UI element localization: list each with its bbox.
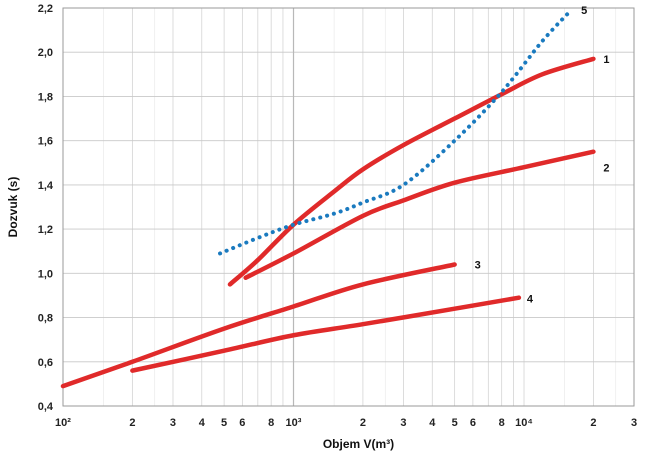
series-label-2: 2 <box>603 163 609 175</box>
y-tick-label: 1,4 <box>38 180 54 192</box>
y-tick-label: 1,6 <box>38 136 53 148</box>
x-tick-label: 8 <box>499 417 505 429</box>
x-tick-label: 2 <box>590 417 596 429</box>
x-axis-title: Objem V(m³) <box>323 437 394 451</box>
series-line-1 <box>227 56 596 287</box>
series-label-1: 1 <box>603 54 609 66</box>
x-tick-label: 10⁴ <box>515 417 533 429</box>
x-tick-label: 10³ <box>286 417 302 429</box>
y-tick-label: 2,0 <box>38 47 53 59</box>
x-tick-label: 8 <box>268 417 274 429</box>
y-tick-label: 2,2 <box>38 3 53 15</box>
x-tick-labels: 10² 2 3 4 5 6 8 10³ 2 3 4 5 6 8 10⁴ 2 3 <box>55 417 637 429</box>
x-tick-label: 5 <box>221 417 227 429</box>
x-tick-label: 3 <box>631 417 637 429</box>
y-tick-label: 1,0 <box>38 268 53 280</box>
minor-gridlines <box>62 8 635 406</box>
plot-frame <box>62 7 635 407</box>
plot-border <box>62 7 635 407</box>
y-tick-label: 1,8 <box>38 91 53 103</box>
y-tick-label: 1,2 <box>38 224 53 236</box>
series-label-4: 4 <box>527 294 534 306</box>
series-labels: 1 2 3 4 5 <box>475 5 610 305</box>
series-label-5: 5 <box>581 5 587 17</box>
x-tick-label: 6 <box>239 417 245 429</box>
series-line-2 <box>243 149 596 281</box>
y-axis-title: Dozvuk (s) <box>6 177 20 238</box>
y-tick-labels: 0,4 0,6 0,8 1,0 1,2 1,4 1,6 1,8 2,0 2,2 <box>38 3 54 413</box>
x-tick-label: 4 <box>429 417 436 429</box>
series-layer <box>60 8 596 389</box>
y-tick-label: 0,6 <box>38 357 53 369</box>
series-label-3: 3 <box>475 259 481 271</box>
x-tick-label: 4 <box>199 417 206 429</box>
y-tick-label: 0,4 <box>38 401 54 413</box>
x-tick-label: 6 <box>470 417 476 429</box>
series-line-3 <box>60 262 457 389</box>
x-tick-label: 10² <box>55 417 71 429</box>
x-tick-label: 3 <box>400 417 406 429</box>
series-line-5 <box>218 8 574 256</box>
series-line-4 <box>130 295 522 373</box>
x-tick-label: 3 <box>170 417 176 429</box>
major-gridlines <box>63 7 634 407</box>
x-tick-label: 5 <box>452 417 458 429</box>
x-tick-label: 2 <box>129 417 135 429</box>
x-tick-label: 2 <box>360 417 366 429</box>
y-tick-label: 0,8 <box>38 313 53 325</box>
